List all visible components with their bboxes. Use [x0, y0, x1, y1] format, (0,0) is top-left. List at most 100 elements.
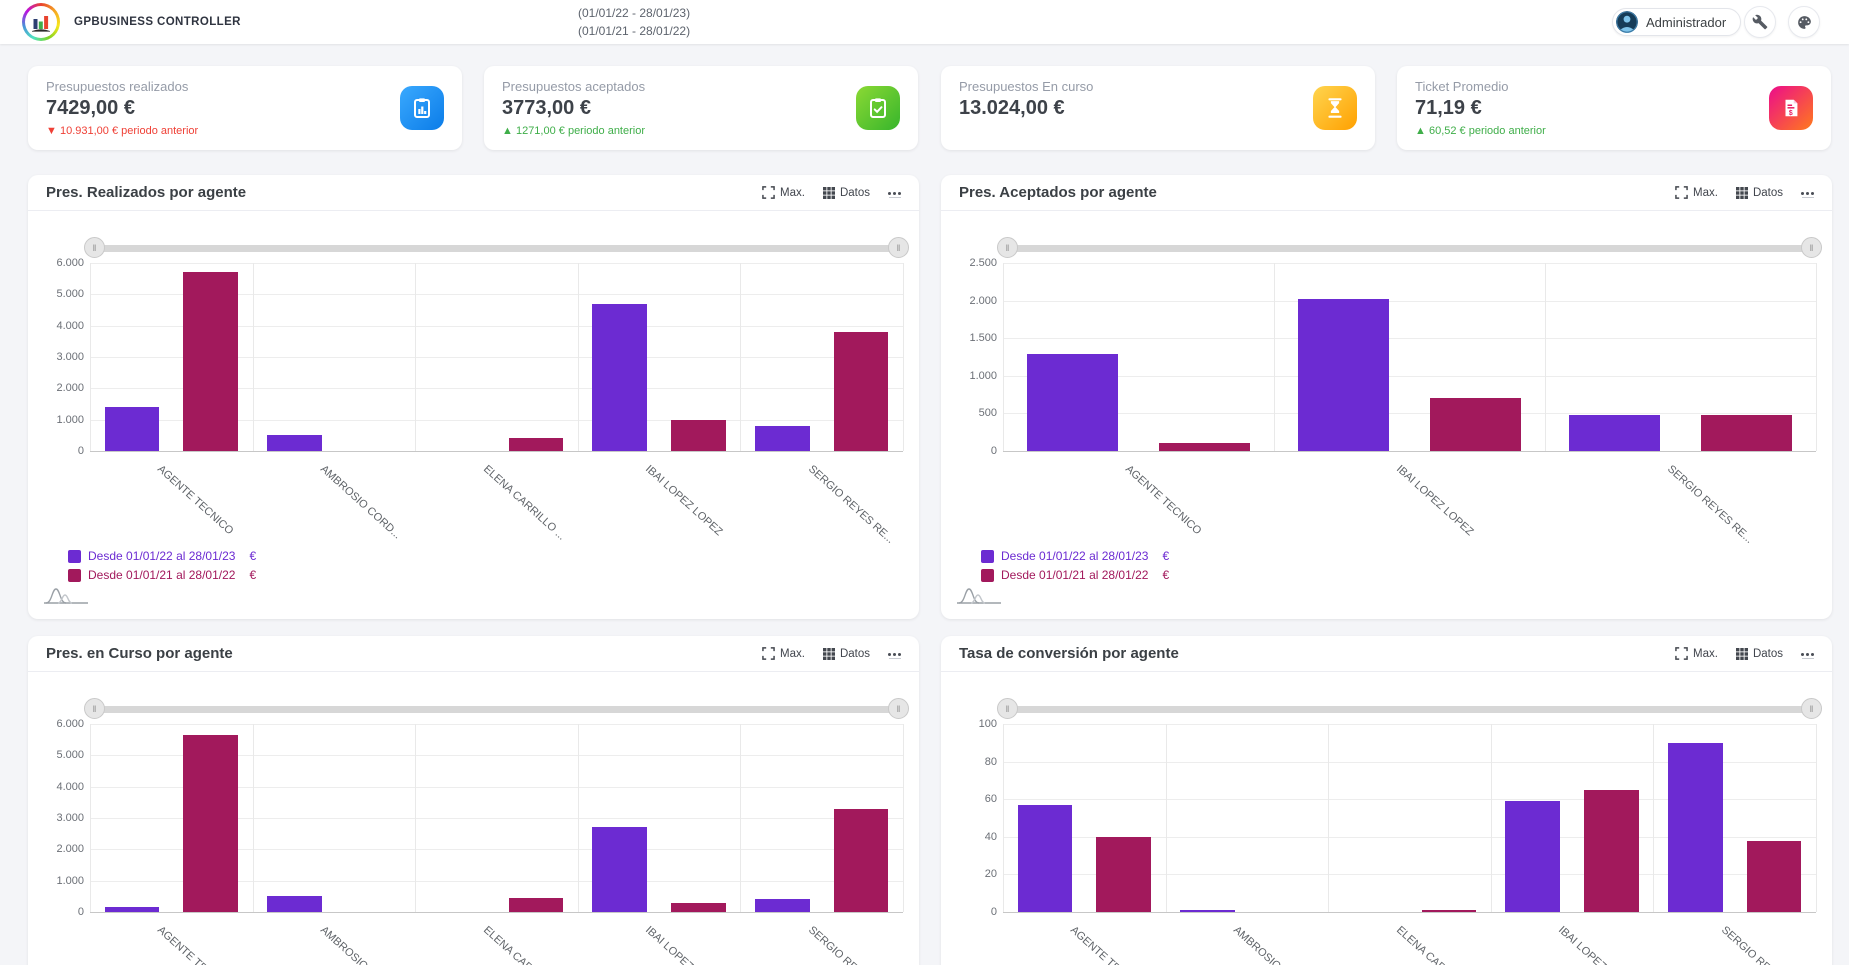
x-axis-label: SERGIO REYES RE... — [1719, 924, 1809, 965]
legend-unit: € — [1162, 549, 1170, 563]
v-gridline — [252, 263, 254, 451]
kpi-value: 7429,00 € — [46, 97, 135, 119]
legend-item[interactable]: Desde 01/01/21 al 28/01/22 € — [981, 568, 1169, 582]
kpi-card-ticket-promedio: Ticket Promedio 71,19 € ▲ 60,52 € period… — [1397, 66, 1831, 150]
slider-track[interactable] — [90, 245, 903, 252]
y-tick-label: 2.000 — [56, 382, 84, 395]
bar-current-period — [755, 425, 810, 451]
datos-button[interactable]: Datos — [822, 186, 870, 199]
bar-current-period — [1505, 801, 1560, 912]
user-label: Administrador — [1646, 14, 1727, 30]
slider-handle-left[interactable]: ‖ — [997, 698, 1018, 719]
legend-item[interactable]: Desde 01/01/21 al 28/01/22 € — [68, 568, 256, 582]
delta-up-icon: ▲ — [502, 125, 513, 137]
h-gridline — [1003, 912, 1816, 913]
more-options-button[interactable] — [888, 649, 901, 659]
legend-item[interactable]: Desde 01/01/22 al 28/01/23 € — [68, 549, 256, 563]
bar-previous-period — [1746, 840, 1802, 912]
chart-toolbar: Max. Datos — [762, 647, 901, 660]
h-gridline — [90, 880, 903, 882]
slider-handle-right[interactable]: ‖ — [1801, 237, 1822, 258]
v-gridline — [1816, 724, 1817, 912]
datos-button[interactable]: Datos — [822, 647, 870, 660]
distribution-curves-icon — [957, 588, 1001, 604]
svg-text:$: $ — [1789, 110, 1793, 117]
h-gridline — [1003, 413, 1816, 415]
bar-previous-period — [1584, 789, 1639, 912]
bar-current-period — [1027, 354, 1119, 451]
maximize-button[interactable]: Max. — [1675, 186, 1718, 199]
slider-track[interactable] — [1003, 706, 1816, 713]
v-gridline — [740, 263, 742, 451]
plot-area: 6.000 5.000 4.000 3.000 2.000 1.000 0 AGENTE TE… — [56, 718, 904, 965]
user-menu-button[interactable]: Administrador — [1612, 8, 1742, 36]
more-options-button[interactable] — [1801, 188, 1814, 198]
x-axis-label: IBAI LOPEZ LOPEZ — [1393, 463, 1476, 539]
x-axis-label: AGENTE TECNICO — [1122, 463, 1204, 538]
h-gridline — [90, 912, 903, 913]
y-tick-label: 2.000 — [56, 843, 84, 856]
v-gridline — [1490, 724, 1492, 912]
settings-wrench-button[interactable] — [1744, 6, 1776, 38]
x-zoom-slider[interactable]: ‖ ‖ — [997, 237, 1822, 259]
x-zoom-slider[interactable]: ‖ ‖ — [997, 698, 1822, 720]
datos-button[interactable]: Datos — [1735, 647, 1783, 660]
h-gridline — [90, 357, 903, 358]
more-options-button[interactable] — [888, 188, 901, 198]
v-gridline — [903, 263, 904, 451]
clipboard-check-icon — [856, 86, 900, 130]
v-gridline — [1653, 724, 1655, 912]
v-gridline — [1545, 263, 1546, 451]
y-tick-label: 3.000 — [56, 351, 84, 363]
bar-current-period — [592, 303, 647, 451]
bar-previous-period — [1421, 910, 1477, 912]
palette-icon — [1797, 15, 1811, 29]
v-gridline — [415, 724, 417, 912]
x-axis-label: AMBROSIO CORD... — [317, 463, 404, 542]
x-zoom-slider[interactable]: ‖ ‖ — [84, 698, 909, 720]
legend-item[interactable]: Desde 01/01/22 al 28/01/23 € — [981, 549, 1169, 563]
kpi-label: Presupuestos aceptados — [502, 79, 646, 94]
kpi-value: 13.024,00 € — [959, 97, 1065, 119]
bar-previous-period — [1700, 414, 1792, 451]
wrench-icon — [1752, 14, 1768, 30]
slider-handle-right[interactable]: ‖ — [888, 237, 909, 258]
y-tick-label: 0 — [990, 906, 997, 918]
bar-current-period — [1668, 742, 1723, 912]
y-tick-label: 4.000 — [56, 780, 84, 793]
y-tick-label: 4.000 — [56, 319, 84, 332]
bar-current-period — [267, 435, 322, 451]
bar-previous-period — [833, 331, 889, 451]
slider-handle-left[interactable]: ‖ — [997, 237, 1018, 258]
maximize-button[interactable]: Max. — [762, 647, 805, 660]
h-gridline — [1003, 799, 1816, 801]
slider-handle-right[interactable]: ‖ — [1801, 698, 1822, 719]
legend-swatch-icon — [981, 549, 994, 563]
delta-down-icon: ▼ — [46, 125, 57, 137]
maximize-button[interactable]: Max. — [1675, 647, 1718, 660]
x-zoom-slider[interactable]: ‖ ‖ — [84, 237, 909, 259]
maximize-button[interactable]: Max. — [762, 186, 805, 199]
v-gridline — [415, 263, 417, 451]
app-title: GPBUSINESS CONTROLLER — [74, 16, 241, 28]
slider-handle-right[interactable]: ‖ — [888, 698, 909, 719]
x-axis-label: IBAI LOPEZ LOPEZ — [1556, 924, 1638, 965]
top-bar: GPBUSINESS CONTROLLER (01/01/22 - 28/01/… — [0, 0, 1849, 44]
legend-label: Desde 01/01/21 al 28/01/22 — [88, 568, 236, 582]
slider-track[interactable] — [90, 706, 903, 713]
slider-handle-left[interactable]: ‖ — [84, 237, 105, 258]
kpi-card-realizados: Presupuestos realizados 7429,00 € ▼ 10.9… — [28, 66, 462, 150]
bar-previous-period — [671, 419, 726, 451]
chart-toolbar: Max. Datos — [762, 186, 901, 199]
bell-curve-widget — [955, 582, 1003, 611]
theme-palette-button[interactable] — [1788, 6, 1820, 38]
chart-toolbar: Max. Datos — [1675, 186, 1814, 199]
more-options-button[interactable] — [1801, 649, 1814, 659]
slider-handle-left[interactable]: ‖ — [84, 698, 105, 719]
datos-button[interactable]: Datos — [1735, 186, 1783, 199]
bar-previous-period — [671, 902, 726, 912]
slider-track[interactable] — [1003, 245, 1816, 252]
y-tick-label: 0 — [77, 906, 84, 918]
chart-card-tasa-conversion: Tasa de conversión por agente Max. Datos… — [941, 636, 1832, 965]
v-gridline — [740, 724, 742, 912]
